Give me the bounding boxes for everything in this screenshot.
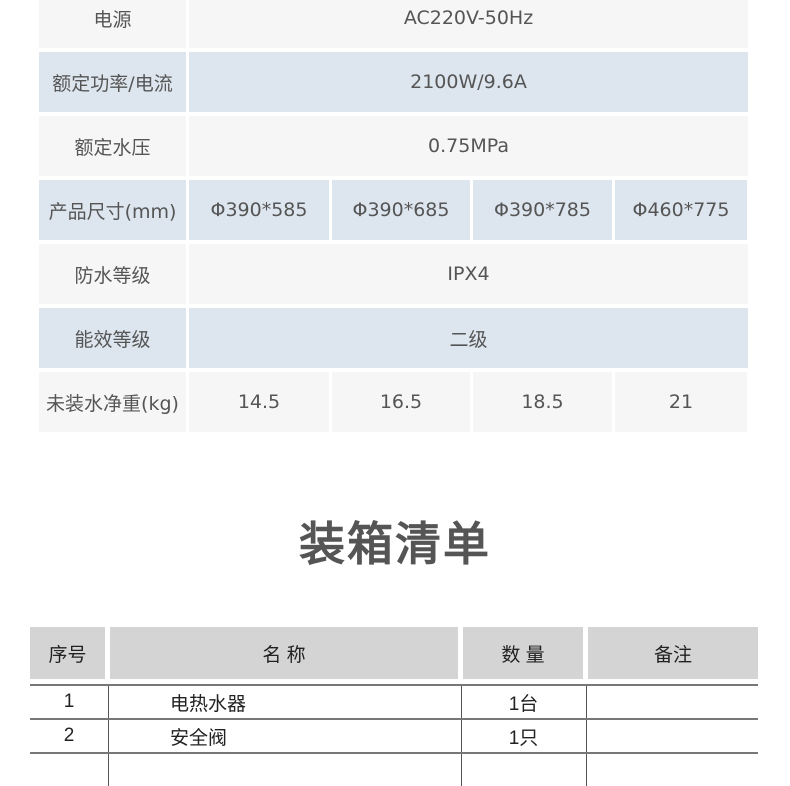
header-qty: 数 量 [463, 627, 583, 679]
spec-value: Φ390*785 [473, 180, 612, 240]
column-divider [108, 720, 109, 752]
spec-value: 14.5 [189, 372, 329, 432]
packing-note [586, 720, 758, 752]
spec-value: 16.5 [332, 372, 470, 432]
packing-note [586, 686, 758, 718]
header-no: 序号 [30, 627, 105, 679]
column-divider [461, 686, 462, 718]
column-divider [586, 686, 587, 718]
header-name: 名 称 [110, 627, 458, 679]
spec-value: 0.75MPa [189, 116, 748, 176]
column-divider [108, 754, 109, 786]
spec-value: 18.5 [473, 372, 612, 432]
spec-value: 21 [615, 372, 747, 432]
packing-no: 1 [63, 691, 75, 712]
packing-name: 安全阀 [170, 727, 228, 749]
spec-value: IPX4 [189, 244, 748, 304]
spec-label: 防水等级 [39, 244, 186, 304]
packing-qty: 1只 [508, 727, 539, 749]
spec-value: 二级 [189, 308, 748, 368]
column-divider [108, 686, 109, 718]
packing-row [30, 752, 758, 786]
spec-row: 能效等级 二级 [39, 308, 748, 368]
packing-row: 2 安全阀 1只 [30, 718, 758, 752]
spec-row: 防水等级 IPX4 [39, 244, 748, 304]
spec-label: 额定功率/电流 [39, 52, 186, 112]
spec-value: Φ460*775 [615, 180, 747, 240]
header-note: 备注 [588, 627, 758, 679]
spec-value: AC220V-50Hz [189, 0, 748, 48]
spec-label: 额定水压 [39, 116, 186, 176]
spec-label: 产品尺寸(mm) [39, 180, 186, 240]
spec-label: 未装水净重(kg) [39, 372, 186, 432]
column-divider [461, 754, 462, 786]
column-divider [586, 720, 587, 752]
spec-row: 产品尺寸(mm) Φ390*585 Φ390*685 Φ390*785 Φ460*775 [39, 180, 748, 240]
packing-no: 2 [63, 725, 75, 746]
column-divider [586, 754, 587, 786]
spec-row: 额定功率/电流 2100W/9.6A [39, 52, 748, 112]
column-divider [461, 720, 462, 752]
spec-row: 电源 AC220V-50Hz [39, 0, 748, 48]
spec-label: 电源 [39, 0, 186, 48]
packing-row: 1 电热水器 1台 [30, 684, 758, 718]
spec-value: Φ390*685 [332, 180, 470, 240]
spec-row: 额定水压 0.75MPa [39, 116, 748, 176]
packing-qty: 1台 [508, 693, 539, 715]
spec-value: 2100W/9.6A [189, 52, 748, 112]
spec-value: Φ390*585 [189, 180, 329, 240]
packing-list-title: 装箱清单 [299, 517, 491, 571]
packing-name: 电热水器 [170, 693, 247, 715]
spec-label: 能效等级 [39, 308, 186, 368]
spec-row: 未装水净重(kg) 14.5 16.5 18.5 21 [39, 372, 748, 432]
